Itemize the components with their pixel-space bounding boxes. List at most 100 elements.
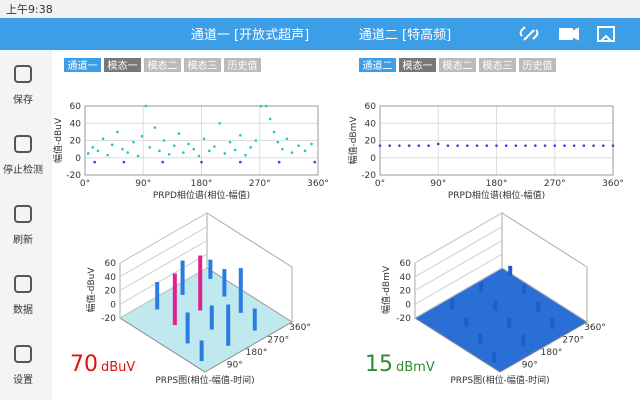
prpd-point: [136, 154, 140, 158]
prpd-point: [264, 104, 268, 108]
reading-unit: dBmV: [396, 360, 435, 375]
tab[interactable]: [359, 58, 396, 72]
tab-label[interactable]: 模态三: [483, 59, 513, 72]
sidebar-label[interactable]: 停止检测: [3, 163, 43, 176]
sidebar-icon[interactable]: [14, 345, 32, 363]
prpd-point: [475, 144, 479, 147]
y-axis-label: 幅值-dBuV: [85, 267, 97, 313]
grid-line: [119, 240, 208, 291]
tab-label[interactable]: 模态二: [148, 59, 178, 72]
prpd-point: [388, 144, 392, 147]
tab[interactable]: [399, 58, 436, 72]
prpd-point: [303, 149, 307, 153]
prpd-point: [148, 146, 152, 149]
tab[interactable]: [519, 58, 556, 72]
top-icons[interactable]: [519, 26, 615, 42]
y-tick-label: 60: [365, 102, 377, 112]
prpd-point: [106, 153, 109, 157]
prpd-point: [244, 153, 247, 157]
x-tick-label: 180°: [191, 179, 213, 189]
y-tick-label: 20: [400, 287, 412, 297]
y-tick-label: 40: [365, 119, 377, 129]
x-tick-label: 270°: [267, 336, 289, 346]
prpd-point: [218, 121, 221, 125]
y-tick-label: 20: [365, 137, 377, 147]
tab[interactable]: [104, 58, 141, 72]
prpd-point: [207, 149, 211, 153]
prpd-point: [466, 144, 469, 147]
prpd-point: [456, 144, 459, 147]
prpd-point: [182, 151, 185, 154]
prpd-point: [91, 146, 95, 149]
prpd-point: [173, 144, 176, 147]
tab-label[interactable]: 通道一: [68, 59, 98, 72]
y-tick-label: 0: [405, 300, 411, 310]
grid-line: [414, 253, 503, 305]
tab-label[interactable]: 模态一: [403, 59, 433, 72]
x-tick-label: 180°: [246, 348, 268, 358]
prpd-point: [153, 126, 157, 129]
prpd-point: [200, 160, 203, 164]
tab-label[interactable]: 通道二: [363, 59, 393, 72]
tab-label[interactable]: 历史值: [228, 59, 258, 72]
prpd-point: [228, 140, 232, 144]
prpd-point: [158, 149, 161, 153]
grid-line: [119, 253, 208, 305]
tab[interactable]: [144, 58, 181, 72]
tab[interactable]: [224, 58, 261, 72]
tab-label[interactable]: 模态三: [188, 59, 218, 72]
y-tick-label: 40: [400, 273, 412, 283]
sidebar-icon[interactable]: [14, 65, 32, 83]
grid-line: [414, 226, 503, 278]
y-tick-label: 60: [400, 259, 412, 269]
x-tick-label: 270°: [562, 336, 584, 346]
prpd-point: [534, 144, 537, 147]
tab-label[interactable]: 模态二: [443, 59, 473, 72]
prpd-point: [177, 132, 181, 135]
tab-label[interactable]: 历史值: [523, 59, 553, 72]
prpd-point: [592, 144, 595, 147]
prpd-point: [239, 134, 242, 137]
y-tick-label: 40: [70, 119, 82, 129]
y-tick-label: -20: [66, 171, 81, 181]
grid-line: [119, 212, 208, 264]
sidebar-label[interactable]: 刷新: [13, 233, 33, 246]
sidebar-icon[interactable]: [14, 275, 32, 293]
y-tick-label: 0: [370, 154, 376, 164]
tab-label[interactable]: 模态一: [108, 59, 138, 72]
channel-title[interactable]: 通道一 [开放式超声]: [191, 28, 309, 43]
x-axis-label: PRPS图(相位-幅值-时间): [155, 374, 254, 386]
sidebar-label[interactable]: 数据: [13, 303, 33, 316]
prpd-point: [281, 147, 284, 151]
prpd-point: [187, 142, 190, 146]
sidebar-icon[interactable]: [14, 135, 32, 153]
sidebar-label[interactable]: 保存: [13, 93, 33, 106]
channel-title[interactable]: 通道二 [特高频]: [359, 27, 451, 43]
reading-value: 15: [365, 352, 393, 377]
top-bar: [0, 18, 640, 50]
y-tick-label: 0: [75, 154, 81, 164]
prpd-point: [110, 143, 114, 147]
x-tick-label: 360°: [602, 179, 624, 189]
tab[interactable]: [439, 58, 476, 72]
x-tick-label: 270°: [544, 179, 566, 189]
prpd-point: [543, 144, 547, 147]
tab[interactable]: [64, 58, 101, 72]
tab[interactable]: [184, 58, 221, 72]
sidebar-label[interactable]: 设置: [13, 374, 33, 386]
sidebar: [0, 50, 52, 400]
y-tick-label: 20: [70, 137, 82, 147]
prpd-point: [485, 144, 489, 147]
prpd-point: [277, 160, 281, 164]
prpd-point: [563, 144, 566, 147]
prpd-point: [572, 144, 576, 147]
prpd-point: [268, 117, 272, 121]
tab[interactable]: [479, 58, 516, 72]
sidebar-icon[interactable]: [14, 205, 32, 223]
prpd-point: [259, 104, 263, 108]
x-tick-label: 360°: [307, 179, 329, 189]
reading-unit: dBuV: [101, 360, 135, 375]
x-tick-label: 180°: [541, 348, 563, 358]
prpd-point: [254, 139, 258, 142]
